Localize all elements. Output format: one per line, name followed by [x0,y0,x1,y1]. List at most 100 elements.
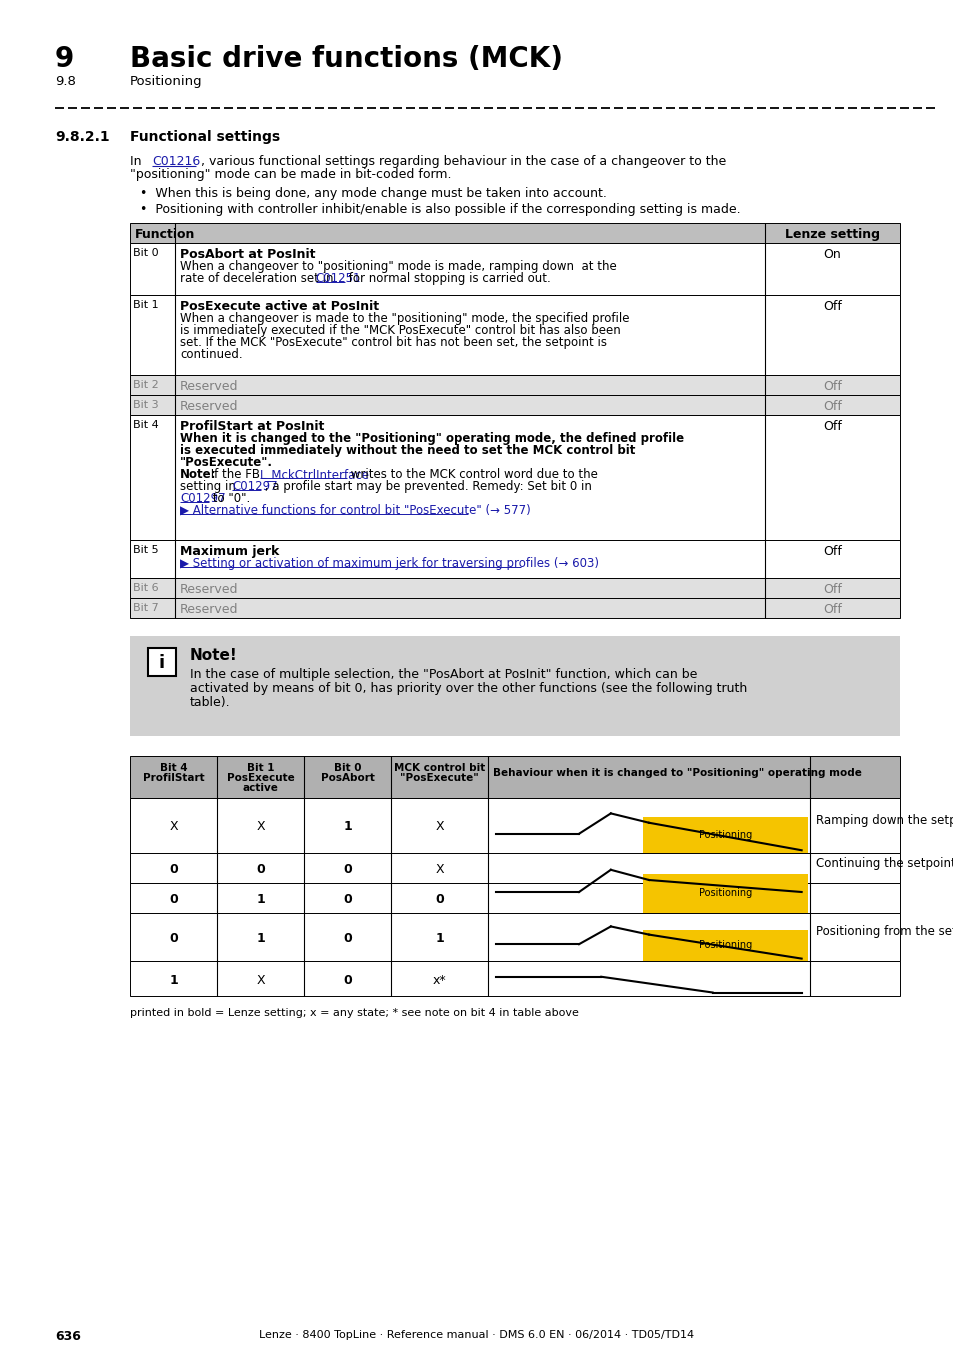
Text: Positioning: Positioning [698,941,751,950]
Text: 9: 9 [55,45,74,73]
Bar [130,883,899,913]
Text: On: On [822,248,841,261]
Text: Bit 4: Bit 4 [159,763,187,774]
Bar [130,540,899,578]
Text: If the FB: If the FB [207,468,263,481]
Text: Functional settings: Functional settings [130,130,280,144]
Text: Continuing the setpoint: Continuing the setpoint [815,856,953,869]
Text: printed in bold = Lenze setting; x = any state; * see note on bit 4 in table abo: printed in bold = Lenze setting; x = any… [130,1008,578,1018]
Text: In the case of multiple selection, the "PosAbort at PosInit" function, which can: In the case of multiple selection, the "… [190,668,697,680]
Text: 9.8: 9.8 [55,76,76,88]
Text: ▶ Setting or activation of maximum jerk for traversing profiles (→ 603): ▶ Setting or activation of maximum jerk … [180,558,598,570]
Bar [642,817,807,853]
Text: Bit 5: Bit 5 [132,545,158,555]
Text: is executed immediately without the need to set the MCK control bit: is executed immediately without the need… [180,444,635,458]
Text: 1: 1 [343,821,352,833]
Text: PosAbort: PosAbort [320,774,374,783]
Text: Off: Off [822,545,841,558]
Text: 0: 0 [435,892,443,906]
Text: •  When this is being done, any mode change must be taken into account.: • When this is being done, any mode chan… [140,188,606,200]
Text: 0: 0 [169,892,177,906]
Bar [130,414,899,540]
Text: Off: Off [822,420,841,433]
Text: C01216: C01216 [152,155,200,167]
Bar [130,756,899,798]
Text: "PosExecute": "PosExecute" [399,774,478,783]
Text: When it is changed to the "Positioning" operating mode, the defined profile: When it is changed to the "Positioning" … [180,432,683,446]
Text: •  Positioning with controller inhibit/enable is also possible if the correspond: • Positioning with controller inhibit/en… [140,202,740,216]
Text: Off: Off [822,379,841,393]
Text: L_MckCtrlInterface: L_MckCtrlInterface [260,468,370,481]
Text: Note!: Note! [190,648,237,663]
Text: 0: 0 [343,973,352,987]
Text: Positioning: Positioning [698,830,751,840]
Text: PosExecute: PosExecute [227,774,294,783]
Text: MCK control bit: MCK control bit [394,763,485,774]
Text: X: X [435,821,443,833]
Text: Bit 7: Bit 7 [132,603,158,613]
Text: Off: Off [822,603,841,616]
Text: ProfilStart: ProfilStart [143,774,204,783]
Text: continued.: continued. [180,348,242,360]
Text: , a profile start may be prevented. Remedy: Set bit 0 in: , a profile start may be prevented. Reme… [261,481,591,493]
Text: 1: 1 [255,892,265,906]
Text: 0: 0 [343,931,352,945]
Text: Basic drive functions (MCK): Basic drive functions (MCK) [130,45,562,73]
Text: for normal stopping is carried out.: for normal stopping is carried out. [345,271,550,285]
Text: Reserved: Reserved [180,400,238,413]
Text: rate of deceleration set in: rate of deceleration set in [180,271,337,285]
Text: Lenze setting: Lenze setting [784,228,879,242]
Text: Reserved: Reserved [180,603,238,616]
Text: Function: Function [135,228,195,242]
Text: PosExecute active at PosInit: PosExecute active at PosInit [180,300,378,313]
Text: Ramping down the setpoint: Ramping down the setpoint [815,814,953,828]
Bar [130,853,899,883]
Text: 636: 636 [55,1330,81,1343]
Text: Bit 2: Bit 2 [132,379,158,390]
Bar [130,396,899,414]
Bar [642,873,807,913]
Text: writes to the MCK control word due to the: writes to the MCK control word due to th… [347,468,598,481]
Text: PosAbort at PosInit: PosAbort at PosInit [180,248,315,261]
Text: Bit 4: Bit 4 [132,420,158,431]
Text: setting in: setting in [180,481,239,493]
Text: Bit 3: Bit 3 [132,400,158,410]
Bar [130,636,899,736]
Text: X: X [256,973,265,987]
Text: i: i [159,653,165,672]
Text: X: X [256,821,265,833]
Text: Bit 1: Bit 1 [132,300,158,310]
Text: , various functional settings regarding behaviour in the case of a changeover to: , various functional settings regarding … [196,155,725,167]
Text: Positioning: Positioning [130,76,202,88]
Text: Off: Off [822,400,841,413]
Bar [130,375,899,396]
Text: x*: x* [433,973,446,987]
Text: Reserved: Reserved [180,583,238,595]
Bar [130,913,899,961]
Text: In: In [130,155,146,167]
Text: X: X [435,863,443,876]
Bar [130,223,899,243]
Text: to "0".: to "0". [209,491,250,505]
Bar [130,243,899,296]
Text: ▶ Alternative functions for control bit "PosExecute" (→ 577): ▶ Alternative functions for control bit … [180,504,530,517]
Text: Behaviour when it is changed to "Positioning" operating mode: Behaviour when it is changed to "Positio… [493,768,861,778]
Bar [130,296,899,375]
Bar [130,598,899,618]
Text: 0: 0 [343,863,352,876]
Text: C01297: C01297 [232,481,277,493]
Text: Maximum jerk: Maximum jerk [180,545,279,558]
Text: C01297: C01297 [180,491,226,505]
Text: Off: Off [822,583,841,595]
Text: 0: 0 [343,892,352,906]
Text: 1: 1 [255,931,265,945]
Text: 0: 0 [169,863,177,876]
Text: C01251: C01251 [315,271,361,285]
Text: "PosExecute".: "PosExecute". [180,456,273,468]
Text: Bit 1: Bit 1 [247,763,274,774]
Text: Positioning: Positioning [698,888,751,899]
Text: Note:: Note: [180,468,216,481]
Text: ProfilStart at PosInit: ProfilStart at PosInit [180,420,324,433]
Text: active: active [242,783,278,792]
Text: table).: table). [190,697,231,709]
